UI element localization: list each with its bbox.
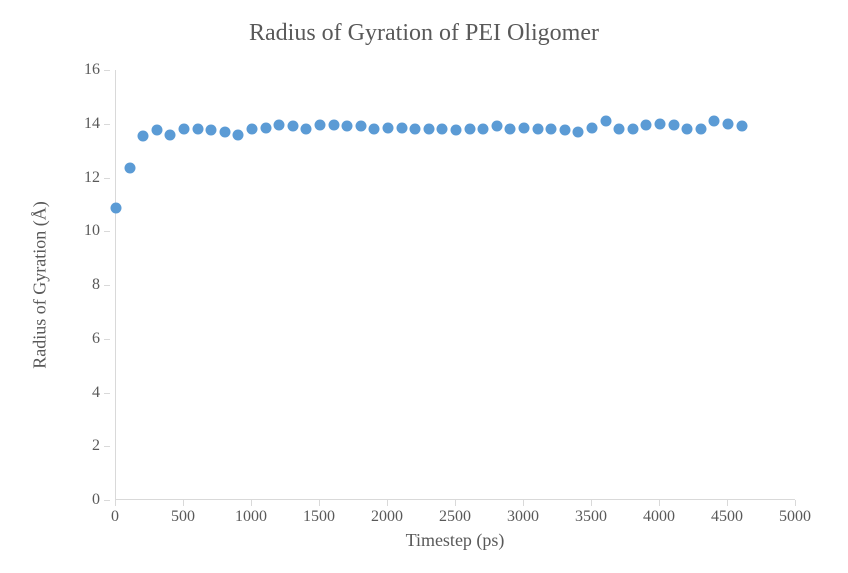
data-point [423, 124, 434, 135]
y-tick: 6 [10, 330, 100, 348]
data-point [124, 163, 135, 174]
data-point [668, 120, 679, 131]
data-point [315, 120, 326, 131]
data-point [546, 124, 557, 135]
data-point [179, 124, 190, 135]
data-point [165, 129, 176, 140]
data-point [464, 124, 475, 135]
data-point [247, 124, 258, 135]
data-point [723, 118, 734, 129]
data-point [641, 120, 652, 131]
data-point [383, 122, 394, 133]
data-point [219, 126, 230, 137]
data-point [233, 129, 244, 140]
x-tick: 5000 [779, 508, 811, 526]
x-tick: 3000 [507, 508, 539, 526]
data-point [192, 124, 203, 135]
data-point [342, 121, 353, 132]
data-point [396, 122, 407, 133]
x-axis-ticks: 0500100015002000250030003500400045005000 [115, 500, 795, 530]
data-point [600, 116, 611, 127]
data-point [355, 121, 366, 132]
data-point [437, 124, 448, 135]
x-tick: 1500 [303, 508, 335, 526]
data-point [695, 124, 706, 135]
data-point [614, 124, 625, 135]
y-tick: 0 [10, 491, 100, 509]
scatter-chart: Radius of Gyration of PEI Oligomer Radiu… [0, 0, 848, 573]
data-point [519, 122, 530, 133]
x-axis-label: Timestep (ps) [115, 530, 795, 551]
data-point [369, 124, 380, 135]
data-point [532, 124, 543, 135]
y-axis-ticks: 0246810121416 [0, 70, 110, 500]
x-tick: 0 [111, 508, 119, 526]
data-point [274, 120, 285, 131]
data-point [709, 116, 720, 127]
data-point [328, 120, 339, 131]
x-tick: 4000 [643, 508, 675, 526]
y-tick: 2 [10, 437, 100, 455]
data-point [138, 130, 149, 141]
x-tick: 2000 [371, 508, 403, 526]
y-tick: 16 [10, 61, 100, 79]
x-tick: 3500 [575, 508, 607, 526]
data-point [451, 125, 462, 136]
data-point [491, 121, 502, 132]
data-point [478, 124, 489, 135]
data-point [682, 124, 693, 135]
data-point [206, 125, 217, 136]
data-point [655, 118, 666, 129]
data-point [627, 124, 638, 135]
data-point [111, 203, 122, 214]
y-tick: 12 [10, 169, 100, 187]
y-tick: 4 [10, 384, 100, 402]
data-point [573, 126, 584, 137]
x-tick: 4500 [711, 508, 743, 526]
data-point [301, 124, 312, 135]
data-point [151, 125, 162, 136]
y-tick: 10 [10, 222, 100, 240]
x-tick: 2500 [439, 508, 471, 526]
data-point [410, 124, 421, 135]
x-tick: 500 [171, 508, 195, 526]
plot-area [115, 70, 795, 500]
data-point [287, 121, 298, 132]
chart-title: Radius of Gyration of PEI Oligomer [0, 20, 848, 47]
y-tick: 8 [10, 276, 100, 294]
data-point [559, 125, 570, 136]
y-tick: 14 [10, 115, 100, 133]
data-point [736, 121, 747, 132]
data-point [505, 124, 516, 135]
data-point [260, 122, 271, 133]
x-tick: 1000 [235, 508, 267, 526]
data-point [587, 122, 598, 133]
